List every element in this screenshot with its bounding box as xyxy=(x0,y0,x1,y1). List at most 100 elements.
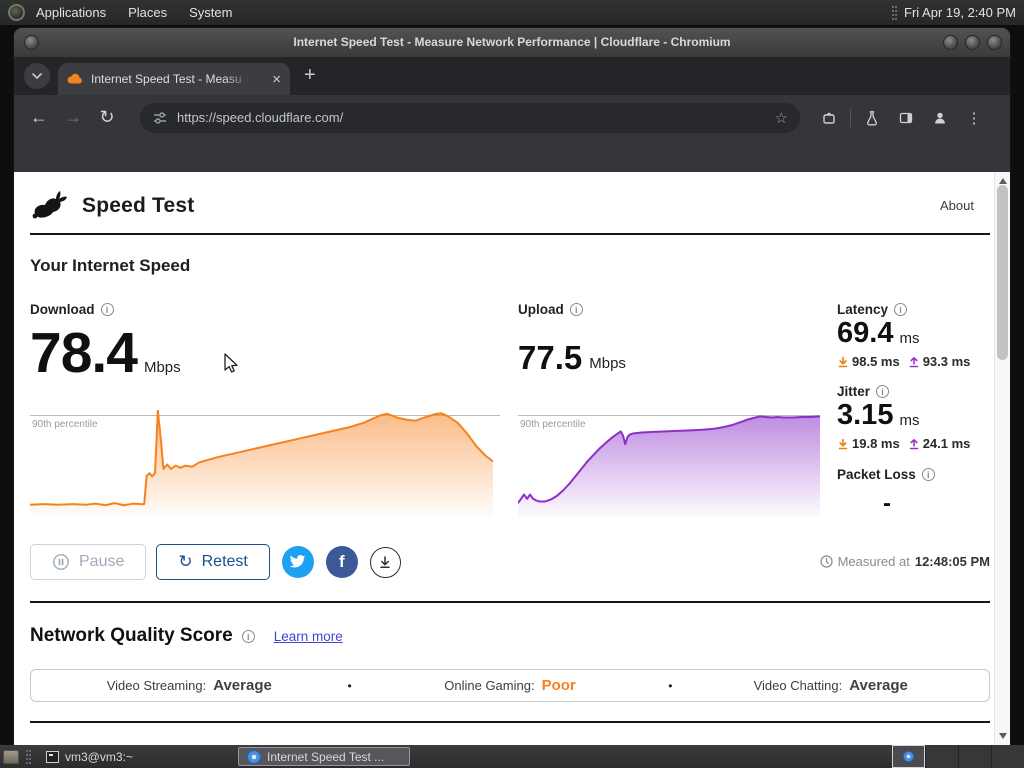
side-panel-icon[interactable] xyxy=(889,110,923,126)
jitter-metric: Jitter 3.15 ms 19.8 ms xyxy=(837,384,997,451)
info-icon[interactable] xyxy=(876,385,890,398)
retest-button[interactable]: ↻ Retest xyxy=(156,544,270,580)
chevron-down-icon xyxy=(32,73,42,79)
taskbar-item-terminal[interactable]: vm3@vm3:~ xyxy=(38,747,190,766)
profile-avatar-icon[interactable] xyxy=(923,110,957,126)
percentile-label: 90th percentile xyxy=(32,419,98,430)
window-titlebar[interactable]: Internet Speed Test - Measure Network Pe… xyxy=(14,28,1010,57)
site-settings-icon[interactable] xyxy=(152,110,168,126)
network-quality-score-title: Network Quality Score xyxy=(30,625,233,646)
quality-item-online-gaming: Online Gaming: Poor xyxy=(352,677,669,694)
browser-window: Internet Speed Test - Measure Network Pe… xyxy=(14,28,1010,745)
info-icon[interactable] xyxy=(241,629,255,643)
jitter-upload-value: 24.1 ms xyxy=(922,436,971,451)
workspace-4[interactable] xyxy=(991,745,1024,768)
bullet-separator: • xyxy=(347,678,352,693)
measured-at-text: Measured at xyxy=(837,554,910,569)
distro-menu-icon[interactable] xyxy=(8,4,25,21)
page-title: Speed Test xyxy=(82,194,195,217)
packet-loss-value: - xyxy=(883,490,891,517)
share-twitter-button[interactable] xyxy=(281,546,314,578)
panel-clock[interactable]: Fri Apr 19, 2:40 PM xyxy=(904,5,1016,20)
latency-label: Latency xyxy=(837,302,889,317)
upload-chart: 90th percentile xyxy=(518,410,820,517)
bookmark-star-icon[interactable]: ☆ xyxy=(774,109,788,127)
percentile-label: 90th percentile xyxy=(520,419,586,430)
divider xyxy=(30,721,990,723)
workspace-2[interactable] xyxy=(925,745,958,768)
packet-loss-label: Packet Loss xyxy=(837,467,916,482)
pause-button[interactable]: Pause xyxy=(30,544,147,580)
cloudflare-favicon xyxy=(67,73,82,84)
mouse-cursor xyxy=(224,353,238,373)
window-close-button[interactable] xyxy=(987,35,1002,50)
retest-icon: ↻ xyxy=(178,552,193,571)
packet-loss-metric: Packet Loss - xyxy=(837,467,997,518)
address-bar[interactable]: https://speed.cloudflare.com/ ☆ xyxy=(140,102,800,133)
show-desktop-button[interactable] xyxy=(3,749,19,764)
new-tab-button[interactable]: + xyxy=(304,64,316,86)
desktop-taskbar: vm3@vm3:~ Internet Speed Test ... xyxy=(0,745,1024,768)
info-icon[interactable] xyxy=(569,303,583,316)
info-icon[interactable] xyxy=(100,303,114,316)
jitter-unit: ms xyxy=(899,412,920,429)
quality-value: Average xyxy=(213,677,272,694)
desktop-top-panel: Applications Places System Fri Apr 19, 2… xyxy=(0,0,1024,25)
download-unit: Mbps xyxy=(143,359,181,377)
browser-menu-kebab-icon[interactable]: ⋮ xyxy=(966,109,982,127)
window-minimize-button[interactable] xyxy=(943,35,958,50)
download-results-button[interactable] xyxy=(369,546,401,578)
percentile-line xyxy=(30,415,500,417)
web-page: Speed Test About Your Internet Speed Dow… xyxy=(14,172,1010,745)
workspace-1[interactable] xyxy=(892,745,925,768)
upload-value: 77.5 xyxy=(518,339,583,376)
browser-tab[interactable]: Internet Speed Test - Measu × xyxy=(58,63,290,95)
taskbar-item-browser[interactable]: Internet Speed Test ... xyxy=(238,747,410,766)
menu-applications[interactable]: Applications xyxy=(36,5,107,20)
taskbar-browser-label: Internet Speed Test ... xyxy=(267,749,385,764)
quality-item-video-streaming: Video Streaming: Average xyxy=(31,677,348,694)
measured-time: 12:48:05 PM xyxy=(914,554,990,569)
url-text[interactable]: https://speed.cloudflare.com/ xyxy=(177,110,344,125)
forward-button[interactable]: → xyxy=(64,107,82,127)
workspace-3[interactable] xyxy=(958,745,991,768)
window-maximize-button[interactable] xyxy=(965,35,980,50)
upload-label: Upload xyxy=(518,302,564,317)
quality-label: Online Gaming: xyxy=(444,678,535,693)
percentile-line xyxy=(518,415,820,417)
tab-search-button[interactable] xyxy=(24,63,50,89)
scrollbar-up-arrow[interactable] xyxy=(999,178,1007,184)
section-title: Your Internet Speed xyxy=(30,256,191,275)
latency-download-value: 98.5 ms xyxy=(852,354,900,369)
scrollbar-down-arrow[interactable] xyxy=(999,733,1007,739)
pause-icon xyxy=(53,554,69,570)
menu-places[interactable]: Places xyxy=(128,5,168,20)
scrollbar-thumb[interactable] xyxy=(997,185,1008,360)
chromium-icon xyxy=(247,749,261,764)
window-menu-button[interactable] xyxy=(24,35,39,50)
learn-more-link[interactable]: Learn more xyxy=(273,628,343,644)
download-icon xyxy=(380,556,391,568)
facebook-f-icon: f xyxy=(339,552,345,571)
quality-score-box: Video Streaming: Average • Online Gaming… xyxy=(30,669,990,702)
divider xyxy=(30,601,990,603)
experiments-flask-icon[interactable] xyxy=(855,110,889,126)
page-scrollbar[interactable] xyxy=(994,172,1010,745)
latency-upload-value: 93.3 ms xyxy=(922,354,971,369)
taskbar-handle xyxy=(26,749,31,764)
menu-system[interactable]: System xyxy=(189,5,233,20)
divider xyxy=(30,233,990,235)
upload-arrow-icon xyxy=(908,438,920,450)
info-icon[interactable] xyxy=(921,468,935,481)
tab-close-icon[interactable]: × xyxy=(272,70,281,88)
about-link[interactable]: About xyxy=(940,198,974,213)
panel-applet-handle xyxy=(892,5,897,20)
extensions-icon[interactable] xyxy=(812,110,846,126)
reload-button[interactable]: ↻ xyxy=(99,107,115,127)
share-facebook-button[interactable]: f xyxy=(325,546,358,578)
back-button[interactable]: ← xyxy=(30,107,48,127)
info-icon[interactable] xyxy=(894,303,908,316)
download-label: Download xyxy=(30,302,95,317)
download-chart: 90th percentile xyxy=(30,410,500,517)
jitter-label: Jitter xyxy=(837,384,871,399)
